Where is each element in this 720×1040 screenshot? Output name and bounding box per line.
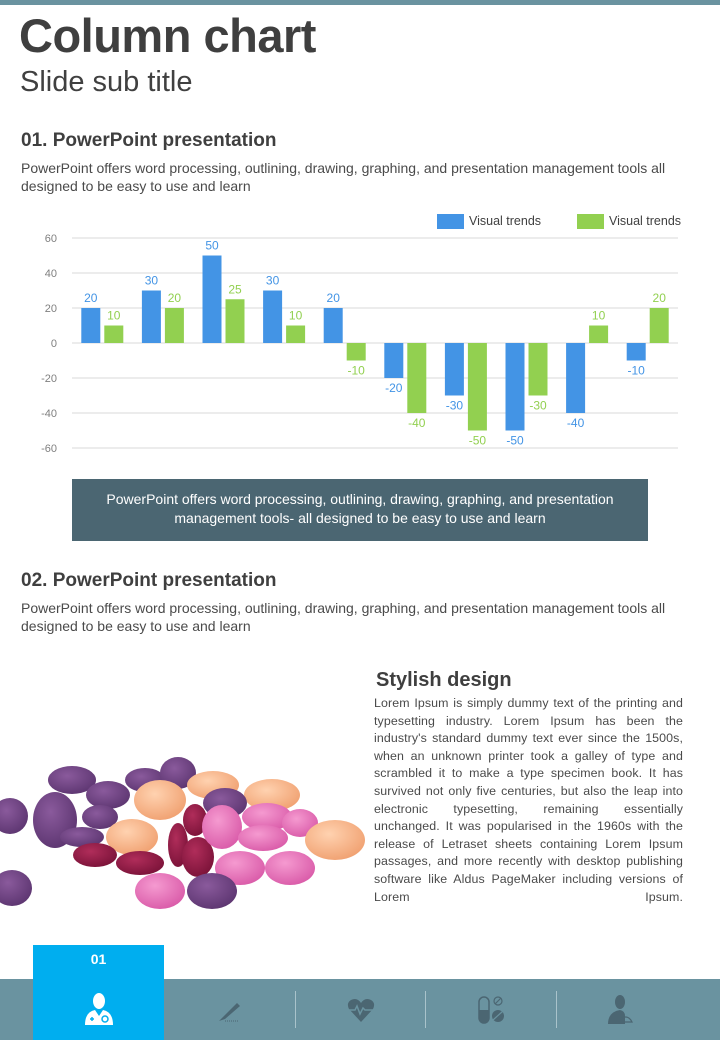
y-tick-label: -60 xyxy=(41,443,57,455)
nav-tab-3[interactable] xyxy=(295,979,426,1040)
data-label: 50 xyxy=(205,239,219,253)
data-label: -40 xyxy=(567,416,585,430)
nav-tab-2[interactable] xyxy=(164,979,295,1040)
nav-tab-5[interactable] xyxy=(556,979,687,1040)
heart-pulse-icon xyxy=(347,998,374,1022)
bar-1 xyxy=(444,343,464,396)
bar-2 xyxy=(225,299,245,343)
bar-1 xyxy=(626,343,646,361)
bars xyxy=(81,255,669,431)
column-chart: 60 40 20 0 -20 -40 -60 20 30 50 30 20 -20 -30 -50 -40 -… xyxy=(20,205,700,470)
legend-label: Visual trends xyxy=(469,214,541,228)
legend-swatch xyxy=(437,214,464,229)
data-label: 20 xyxy=(84,291,98,305)
top-accent-bar xyxy=(0,0,720,5)
page-subtitle: Slide sub title xyxy=(20,66,193,98)
bar-1 xyxy=(384,343,404,378)
y-tick-label: 40 xyxy=(45,268,57,280)
bar-2 xyxy=(407,343,427,413)
nav-divider xyxy=(425,991,426,1028)
data-label: -30 xyxy=(446,399,464,413)
data-label: -20 xyxy=(385,381,403,395)
pills-icon xyxy=(477,995,504,1024)
stylish-text: Lorem Ipsum is simply dummy text of the … xyxy=(374,696,683,904)
bar-1 xyxy=(81,308,101,343)
data-label: -50 xyxy=(469,434,487,448)
patient-sling-icon xyxy=(607,994,633,1024)
data-label: -10 xyxy=(348,364,366,378)
bar-1 xyxy=(505,343,525,431)
bar-2 xyxy=(589,325,609,343)
data-label: 30 xyxy=(266,274,280,288)
legend-label: Visual trends xyxy=(609,214,681,228)
doctor-icon xyxy=(85,993,113,1025)
nav-tab-4[interactable] xyxy=(425,979,556,1040)
pills-image xyxy=(0,745,370,920)
data-label: 10 xyxy=(289,309,303,323)
tab-number: 01 xyxy=(90,951,107,967)
nav-divider xyxy=(295,991,296,1028)
bar-2 xyxy=(286,325,306,343)
stylish-heading: Stylish design xyxy=(376,669,512,691)
bar-1 xyxy=(141,290,161,343)
bar-1 xyxy=(323,308,343,343)
page-title: Column chart xyxy=(19,9,316,62)
bar-2 xyxy=(528,343,548,396)
bar-2 xyxy=(649,308,669,343)
y-tick-label: -20 xyxy=(41,373,57,385)
nav-divider xyxy=(556,991,557,1028)
data-label: 20 xyxy=(653,291,667,305)
data-label: 25 xyxy=(228,282,242,296)
data-label: -30 xyxy=(529,399,547,413)
data-label: 20 xyxy=(168,291,182,305)
legend: Visual trends Visual trends xyxy=(437,214,681,229)
bar-1 xyxy=(566,343,586,413)
y-axis-ticks: 60 40 20 0 -20 -40 -60 xyxy=(41,233,57,455)
bar-2 xyxy=(467,343,487,431)
section-2-text: PowerPoint offers word processing, outli… xyxy=(21,600,666,634)
bar-2 xyxy=(164,308,184,343)
section-2-heading: 02. PowerPoint presentation xyxy=(21,570,277,591)
data-label: 10 xyxy=(107,309,121,323)
nav-tab-1[interactable]: 01 xyxy=(33,945,164,1040)
section-1-text: PowerPoint offers word processing, outli… xyxy=(21,160,666,194)
bar-1 xyxy=(263,290,283,343)
data-labels: 20 30 50 30 20 -20 -30 -50 -40 -10 10 20 25 10 -10 -40 -… xyxy=(84,239,666,448)
y-tick-label: 20 xyxy=(45,303,57,315)
section-1-heading: 01. PowerPoint presentation xyxy=(21,130,277,151)
bar-2 xyxy=(104,325,124,343)
y-tick-label: -40 xyxy=(41,408,57,420)
data-label: -50 xyxy=(506,434,524,448)
bar-1 xyxy=(202,255,222,343)
scalpel-icon xyxy=(218,1002,240,1021)
callout-box: PowerPoint offers word processing, outli… xyxy=(72,479,648,541)
data-label: 10 xyxy=(592,309,606,323)
legend-swatch xyxy=(577,214,604,229)
chart-svg: 60 40 20 0 -20 -40 -60 20 30 50 30 20 -20 -30 -50 -40 -… xyxy=(41,214,681,455)
y-tick-label: 0 xyxy=(51,338,57,350)
data-label: -10 xyxy=(628,364,646,378)
y-tick-label: 60 xyxy=(45,233,57,245)
data-label: 30 xyxy=(145,274,159,288)
gridlines xyxy=(72,237,678,449)
data-label: 20 xyxy=(327,291,341,305)
data-label: -40 xyxy=(408,416,426,430)
bar-2 xyxy=(346,343,366,361)
